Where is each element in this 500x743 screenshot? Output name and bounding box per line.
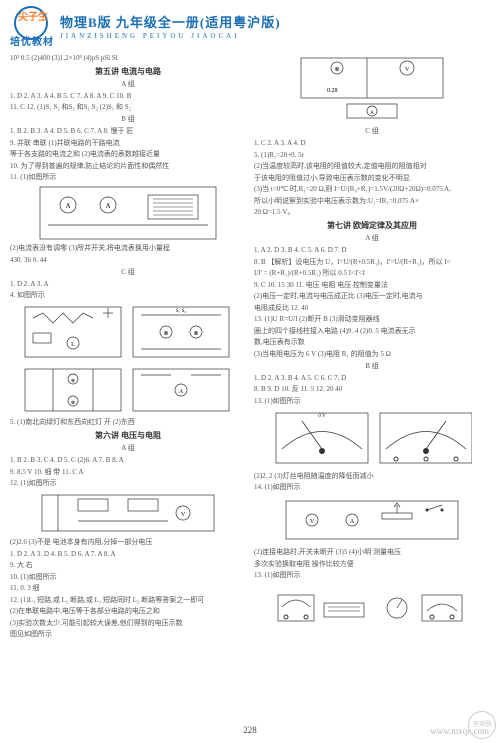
text-line: (2)2.6 (3)不是 电池本身有内阻,分掉一部分电压 [10,537,246,548]
group-c-label: C 组 [10,267,246,278]
circuit-top-right: ⊗ V 0.28 A [297,54,447,124]
text-line: 1. B 2. B 3. C 4. D 5. C (2)6. A 7. B 8.… [10,455,246,466]
circuit-diagram-row: L ⊗ ⊗ S₁ S₂ [23,303,233,363]
svg-text:L: L [71,342,75,348]
text-line: 10² 0.5 (2)400 (3)1.2×10³ (4)pS pSl Sl [10,53,246,64]
section6-title: 第六讲 电压与电阻 [10,430,246,441]
group-b-label: B 组 [10,114,246,125]
svg-text:A: A [179,389,184,395]
svg-text:A: A [370,111,374,116]
page-subtitle: JIANZISHENG PEIYOU JIAOCAI [60,32,490,40]
text-line: 12. (1)L₁ 短路,或 L₂ 断路,或 L₁ 短路同时 L₂ 断路等答案之… [10,595,246,606]
text-line: (3)当电阻电压为 6 V (3)电阻 R₁ 的阻值为 5 Ω [254,349,490,360]
text-line: 1. A 2. D 3. B 4. C 5. A 6. D 7. D [254,245,490,256]
svg-text:⊗: ⊗ [71,378,75,384]
text-line: 11. C 12. (1)S₁ S₂ 和S₃ 和S₁ S₂ (2)S₁ 和 S₂ [10,102,246,113]
svg-text:V: V [310,519,315,525]
corner-stamp: 答案圈 [468,711,496,739]
text-line: 11. 0. 3 细 [10,583,246,594]
text-line: 12. (1)如图所示 [10,478,246,489]
text-line: 1. C 2. A 3. A 4. D [254,138,490,149]
text-line: 等于各支路的电流之和 (2)电流表的表数越接近量 [10,149,246,160]
group-b7-label: B 组 [254,361,490,372]
text-line: 9. 并联 串联 (1)并联电路的干路电流 [10,138,246,149]
circuit-rheostat: V A [282,495,462,545]
svg-text:⊗: ⊗ [71,400,75,406]
svg-text:0.28: 0.28 [327,88,338,94]
logo: 尖子生 培优教材 [10,6,54,46]
text-line: 5. (1)R₁=20+0. 5r [254,150,490,161]
text-line: 于该电阻的阻值过小,导致电压表示数的变化不明显 [254,173,490,184]
text-line: 11. (1)如图所示 [10,172,246,183]
text-line: 4. 如图所示 [10,290,246,301]
content-area: 10² 0.5 (2)400 (3)1.2×10³ (4)pS pSl Sl 第… [0,48,500,641]
text-line: (2)2. 2 (3)灯丝电阻随温度的降低而减小 [254,471,490,482]
group-a7-label: A 组 [254,233,490,244]
svg-text:⊗: ⊗ [193,331,198,337]
svg-text:A: A [350,519,355,525]
page-number: 228 [243,725,257,735]
right-column: ⊗ V 0.28 A C 组 1. C 2. A 3. A 4. D 5. (1… [254,52,490,641]
text-line: 1. D 2. A 3. D 4. B 5. D 6. A 7. A 8. A [10,549,246,560]
text-line: (2)电流表没有调零 (3)所并开关,将电流表换用小量程 [10,243,246,254]
text-line: 9. C 10. 15 30 11. 电压 电阻 电压 控制变量法 [254,280,490,291]
svg-text:⊗: ⊗ [334,67,339,73]
text-line: 5. (1)南北向绿灯和东西向红灯 开 (2)东西 [10,417,246,428]
group-a-label: A 组 [10,79,246,90]
section7-title: 第七讲 欧姆定律及其应用 [254,220,490,231]
text-line: I/I' = (R+R₁)/(R+0.5R₁) 所以 0.5 I<I'<I [254,268,490,279]
section5-title: 第五讲 电流与电路 [10,66,246,77]
text-line: 所以小明说察到实验中电压表示数为:U₁=IR₁=0.075 A× [254,196,490,207]
text-line: 1. B 2. B 3. A 4. D 5. B 6. C 7. A 8. 慢于… [10,126,246,137]
text-line: 1. D 2. A 3. A 4. B 5. C 7. A 8. A 9. C … [10,91,246,102]
text-line: 9. 大 右 [10,560,246,571]
text-line: 14. (1)如图所示 [254,482,490,493]
equipment-diagram [272,583,472,631]
page-header: 尖子生 培优教材 物理B版 九年级全一册(适用粤沪版) JIANZISHENG … [0,0,500,48]
text-line: 8. B 【解析】设电压为 U，I=U/(R+0.5R₁)，I'=U/(R+R₁… [254,257,490,268]
circuit-diagram-1: A A [38,185,218,241]
meter-diagram: 0 V [272,409,472,469]
text-line: 13. (1)如图所示 [254,396,490,407]
logo-text-top: 尖子生 [18,12,48,24]
text-line: 20 Ω=1.5 V。 [254,207,490,218]
text-line: 图见如图所示 [10,629,246,640]
logo-text-bottom: 培优教材 [10,33,54,48]
text-line: 数,电压表有示数 [254,337,490,348]
left-column: 10² 0.5 (2)400 (3)1.2×10³ (4)pS pSl Sl 第… [10,52,246,641]
text-line: 10. 为了得到普遍的规律,防止结论的片面性和偶然性 [10,161,246,172]
svg-text:⊗: ⊗ [163,331,168,337]
text-line: (2)连接电路时,开关未断开 (3)5 (4)小明 测量电压 [254,547,490,558]
svg-text:A: A [65,202,70,210]
text-line: 430. 36 0. 44 [10,255,246,266]
text-line: 13. (1)如图所示 [254,570,490,581]
group-c6-label: C 组 [254,126,490,137]
group-a6-label: A 组 [10,443,246,454]
text-line: 10. (1)如图所示 [10,572,246,583]
svg-text:0 V: 0 V [318,414,326,419]
svg-text:S₁ S₂: S₁ S₂ [176,309,187,314]
text-line: 1. D 2. A 3. B 4. A 5. C 6. C 7. D [254,373,490,384]
text-line: 电阻成反比 12. 40 [254,303,490,314]
svg-text:V: V [181,512,186,518]
text-line: 9. 8.5 V 10. 细 带 11. C A [10,467,246,478]
title-block: 物理B版 九年级全一册(适用粤沪版) JIANZISHENG PEIYOU JI… [60,12,490,40]
text-line: (3)实验次数太少,可能引起较大误差,他们得到的电压示数 [10,618,246,629]
text-line: 8. B 9. D 10. 反 11. 5 12. 20 40 [254,384,490,395]
text-line: 1. D 2. A 3. A [10,279,246,290]
text-line: (2)电压一定时,电流与电压成正比 (3)电压一定时,电流与 [254,291,490,302]
circuit-diagram-row-2: ⊗ ⊗ A [23,365,233,415]
text-line: (2)在串联电路中,电压等于各部分电路的电压之和 [10,606,246,617]
svg-text:A: A [105,202,110,210]
text-line: (3)当 t=0℃ 时,R₁=20 Ω,则 I=U/(R₀+R₁)=1.5V/(… [254,184,490,195]
page-title: 物理B版 九年级全一册(适用粤沪版) [60,12,490,31]
text-line: (2)当温度较高时,该电阻的阻值较大,定值电阻的阻值相对 [254,161,490,172]
svg-text:V: V [405,67,410,73]
circuit-diagram-3: V [38,491,218,535]
text-line: 圈上的四个接线柱接入电路 (4)9. 4 (2)0. 5 电流表无示 [254,326,490,337]
text-line: 多次实验换取电阻 操作比较方便 [254,559,490,570]
text-line: 13. (1)U R=U/I (2)断开 B (3)滑动变阻器线 [254,314,490,325]
